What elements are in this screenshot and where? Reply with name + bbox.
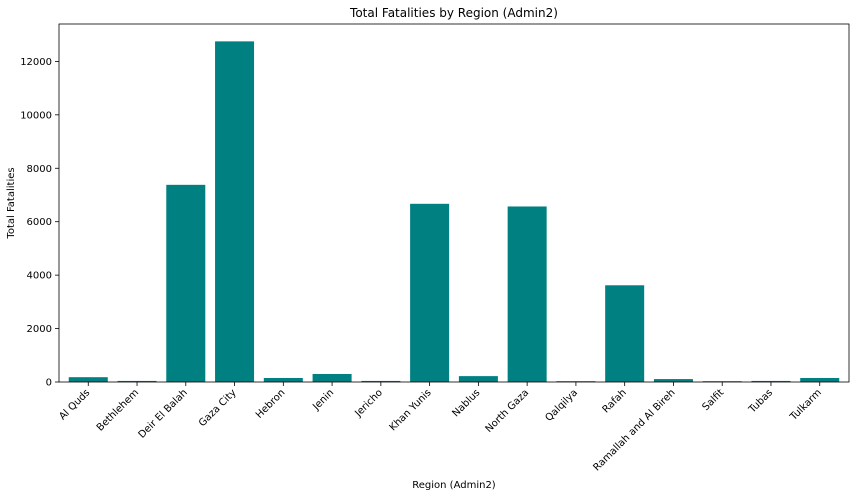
plot-area: 0 2000 4000 6000 8000 10000 12000 Al Quds Bethle… bbox=[20, 23, 850, 473]
x-tick-label: Rafah bbox=[601, 387, 629, 415]
bar bbox=[800, 377, 840, 382]
bar bbox=[117, 380, 157, 382]
x-tick-label: Al Quds bbox=[57, 387, 92, 422]
y-axis-label: Total Fatalities bbox=[6, 167, 17, 239]
bar bbox=[215, 41, 255, 383]
bar bbox=[458, 376, 498, 382]
x-tick-label: Tulkarm bbox=[788, 387, 824, 423]
bar bbox=[653, 379, 693, 382]
x-tick-label: Jenin bbox=[310, 387, 336, 413]
x-tick-label: Qalqilya bbox=[543, 387, 580, 424]
bar bbox=[263, 377, 303, 382]
bar bbox=[68, 377, 108, 382]
x-tick-label: Salfit bbox=[701, 387, 727, 413]
x-tick-label: Deir El Balah bbox=[137, 387, 190, 440]
x-tick-label: Bethlehem bbox=[95, 387, 141, 433]
plot-frame bbox=[58, 23, 850, 383]
y-tick-label: 12000 bbox=[20, 57, 52, 68]
bar bbox=[605, 285, 645, 382]
bar bbox=[312, 373, 352, 382]
bar bbox=[751, 380, 791, 382]
x-tick-label: Khan Yunis bbox=[388, 387, 434, 433]
bar bbox=[361, 380, 401, 382]
x-tick-label: Hebron bbox=[254, 387, 287, 420]
y-tick-label: 10000 bbox=[20, 110, 52, 121]
y-tick-label: 4000 bbox=[27, 271, 52, 282]
y-tick-label: 6000 bbox=[27, 217, 52, 228]
x-tick-label: Nablus bbox=[450, 387, 482, 419]
y-tick-label: 0 bbox=[46, 378, 52, 389]
x-tick-label: Tubas bbox=[746, 387, 775, 416]
chart-title: Total Fatalities by Region (Admin2) bbox=[349, 6, 558, 20]
bar bbox=[507, 206, 547, 382]
x-tick-label: North Gaza bbox=[484, 387, 532, 435]
y-tick-label: 8000 bbox=[27, 164, 52, 175]
bar bbox=[166, 184, 206, 382]
x-tick-label: Ramallah and Al Bireh bbox=[591, 387, 677, 473]
y-tick-label: 2000 bbox=[27, 324, 52, 335]
x-tick-label: Jericho bbox=[352, 387, 384, 419]
bar bbox=[410, 203, 450, 382]
x-tick-label: Gaza City bbox=[197, 387, 239, 429]
x-axis-label: Region (Admin2) bbox=[412, 480, 496, 491]
